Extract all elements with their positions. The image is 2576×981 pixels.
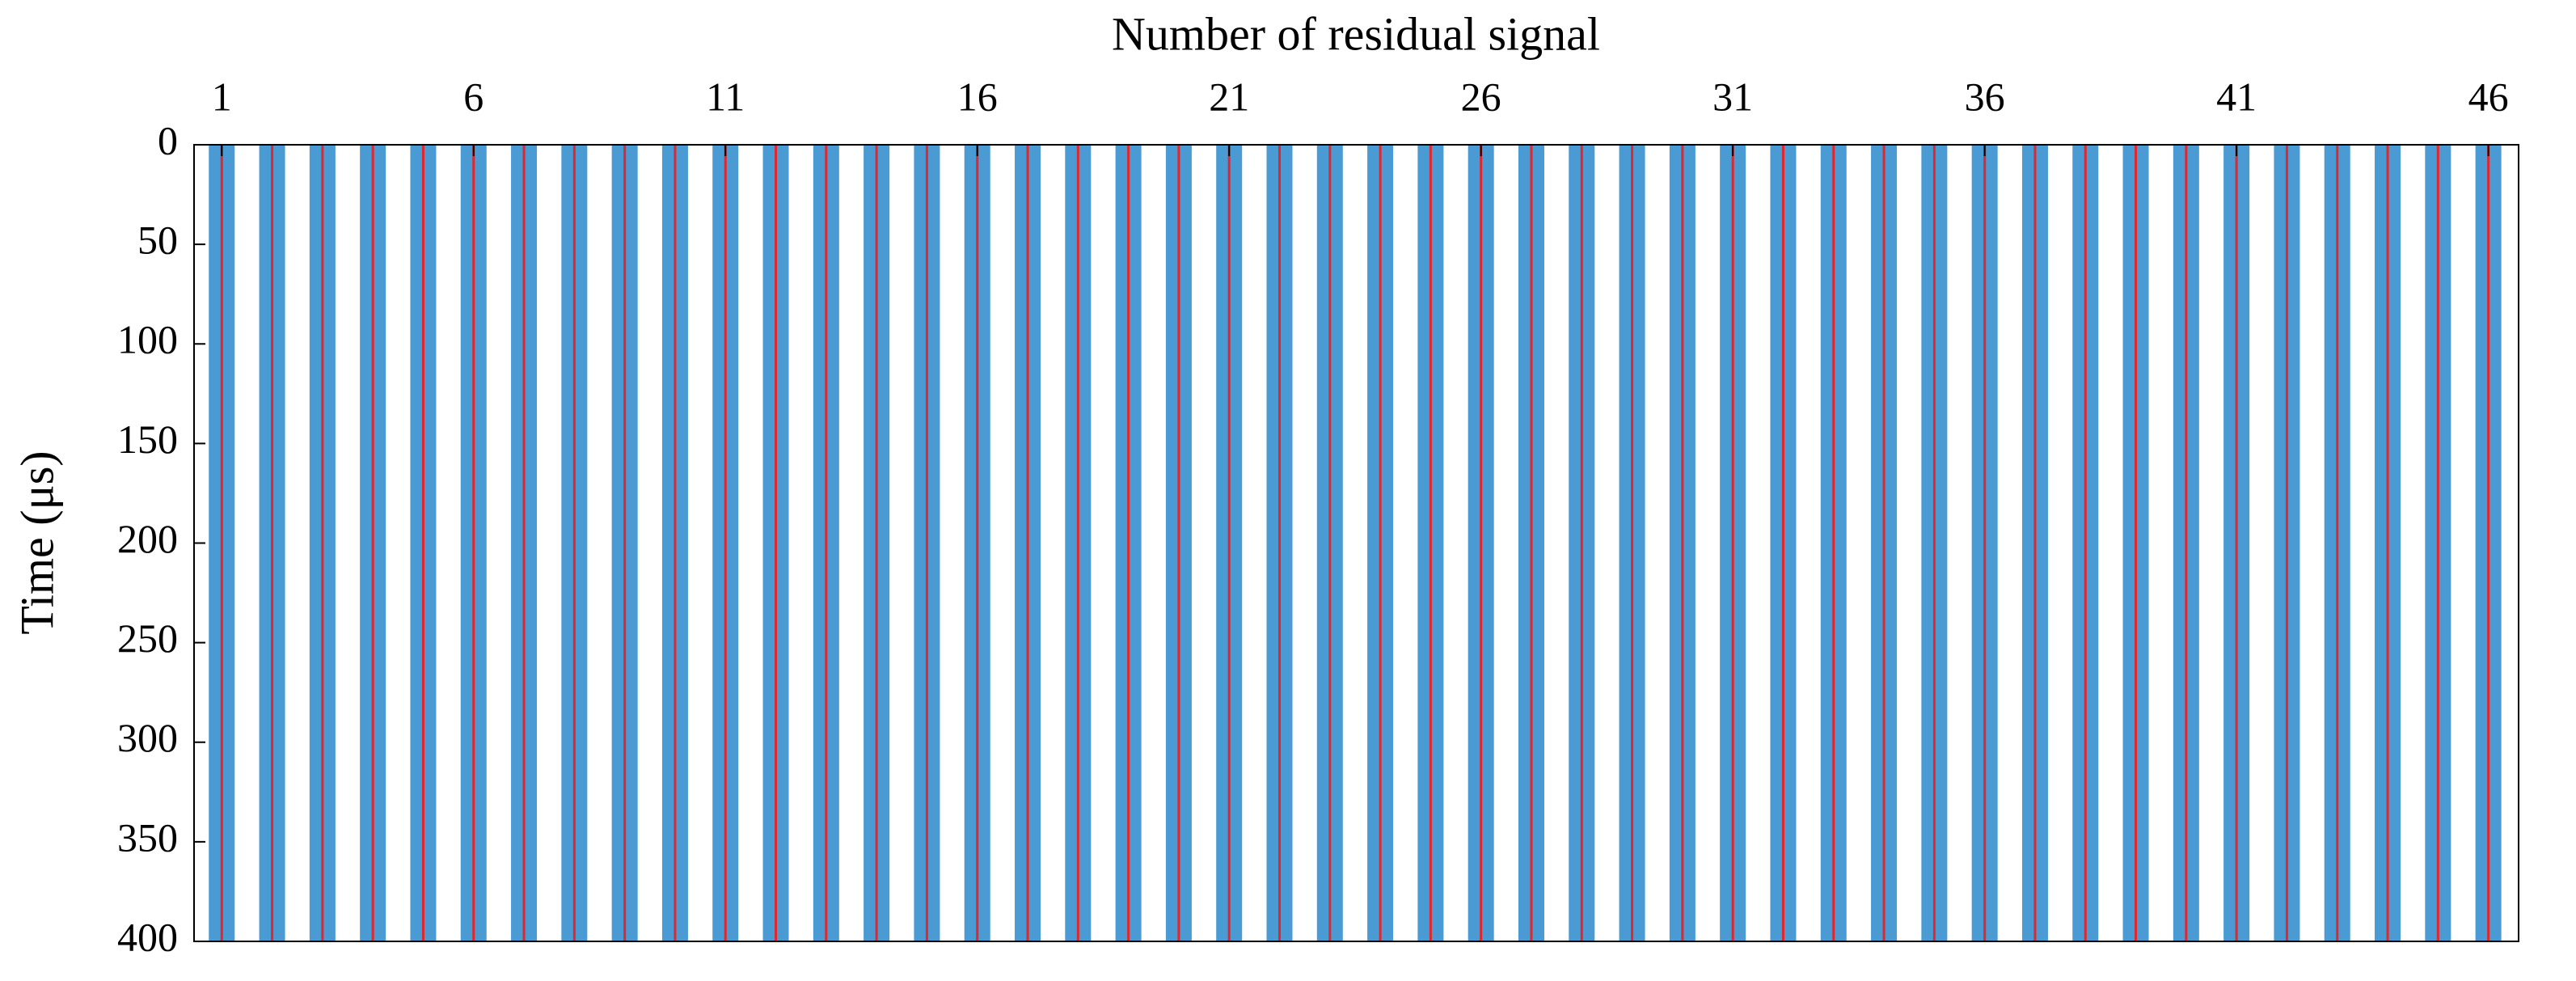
x-tick-label: 36 <box>1965 74 2005 119</box>
x-tick-label: 11 <box>706 74 745 119</box>
y-tick-label: 300 <box>117 715 178 760</box>
x-tick-label: 16 <box>957 74 998 119</box>
y-tick-label: 250 <box>117 615 178 661</box>
y-tick-label: 50 <box>137 218 178 263</box>
x-tick-label: 6 <box>463 74 484 119</box>
y-axis-label: Time (μs) <box>11 450 63 634</box>
y-tick-label: 200 <box>117 516 178 561</box>
x-tick-label: 31 <box>1712 74 1753 119</box>
plot-frame <box>193 144 2519 942</box>
y-tick-label: 0 <box>158 117 178 163</box>
x-tick-label: 21 <box>1209 74 1249 119</box>
y-tick-label: 350 <box>117 814 178 860</box>
y-tick-label: 400 <box>117 914 178 959</box>
x-tick-label: 41 <box>2216 74 2257 119</box>
x-tick-label: 26 <box>1461 74 1501 119</box>
x-tick-label: 1 <box>212 74 232 119</box>
y-tick-label: 150 <box>117 417 178 462</box>
y-tick-label: 100 <box>117 317 178 362</box>
x-tick-label: 46 <box>2468 74 2509 119</box>
x-axis-label: Number of residual signal <box>1112 7 1600 60</box>
